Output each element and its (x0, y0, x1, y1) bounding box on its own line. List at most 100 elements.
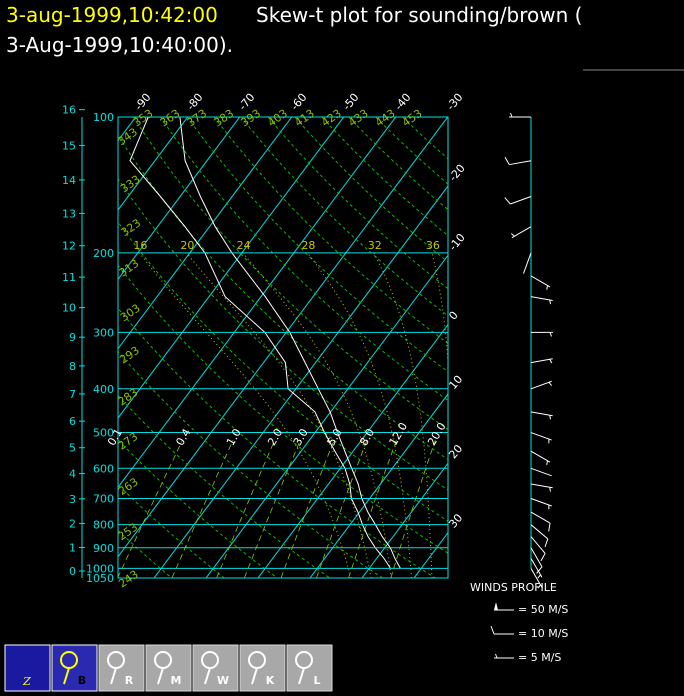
wind-barb (530, 275, 551, 290)
barb-half (537, 574, 541, 579)
wind-barb (530, 483, 553, 492)
altitude-label: 15 (62, 139, 76, 152)
moist-adiabat (139, 252, 352, 578)
wind-legend-label: = 5 M/S (518, 651, 561, 664)
barb-half (546, 285, 548, 290)
title-time: 3-aug-1999,10:42:00 (6, 3, 218, 27)
plot-frame (117, 116, 449, 579)
altitude-label: 13 (62, 207, 76, 220)
isotherm (257, 323, 448, 578)
altitude-label: 0 (69, 565, 76, 578)
wind-barb (523, 252, 532, 274)
barb-staff (530, 536, 546, 554)
mixing-ratio-line (118, 440, 183, 578)
button-label: B (78, 674, 86, 687)
toolbar-button[interactable]: B (51, 644, 98, 692)
dry-adiabat (240, 117, 448, 317)
isotherm (153, 185, 448, 578)
wind-barb (494, 653, 514, 659)
mixing-ratio-line (390, 440, 436, 578)
barb-full (536, 566, 543, 574)
button-icon (298, 667, 305, 685)
isotherm (118, 117, 345, 419)
toolbar-button[interactable]: Z (4, 644, 51, 692)
altitude-label: 9 (69, 331, 76, 344)
moist-adiabat-label: 24 (237, 239, 251, 252)
button-icon (204, 667, 211, 685)
toolbar-button[interactable]: L (286, 644, 333, 692)
wind-barb (530, 380, 553, 390)
wind-barb (530, 467, 552, 477)
barb-full (490, 625, 495, 635)
wind-barb (530, 296, 553, 305)
isotherm (205, 254, 448, 578)
isotherm (309, 393, 448, 578)
button-label: R (125, 674, 134, 687)
pressure-label: 400 (93, 383, 114, 396)
button-icon (110, 667, 117, 685)
barb-half (537, 584, 541, 589)
isotherm (118, 117, 397, 489)
barb-staff (530, 411, 553, 417)
altitude-label: 3 (69, 493, 76, 506)
wind-profile: WINDS PROFILE = 50 M/S = 10 M/S = 5 M/S (470, 112, 568, 664)
wind-barb (530, 450, 551, 466)
isotherm (118, 117, 293, 350)
mixing-ratio-line (171, 440, 234, 578)
pressure-label: 600 (93, 462, 114, 475)
button-face (239, 644, 286, 692)
mixing-ratio-line (280, 440, 335, 578)
barb-staff (530, 483, 553, 489)
wind-barb (530, 568, 543, 589)
wind-barb (530, 432, 552, 444)
mixing-ratio-line (316, 440, 368, 578)
isotherm (118, 117, 241, 281)
wind-barb (490, 625, 514, 635)
barb-staff (530, 380, 552, 390)
button-face (145, 644, 192, 692)
barb-half (549, 359, 553, 364)
wind-barb (530, 498, 552, 510)
barb-staff (530, 358, 553, 364)
altitude-label: 5 (69, 442, 76, 455)
pressure-label: 1050 (86, 572, 114, 585)
wind-barb (530, 411, 553, 420)
barb-half (546, 460, 548, 466)
button-icon (251, 667, 258, 685)
barb-full (548, 522, 551, 532)
barb-staff (511, 226, 532, 239)
altitude-label: 8 (69, 360, 76, 373)
moist-adiabat (242, 252, 392, 578)
barb-staff (530, 296, 553, 301)
wind-barb (530, 524, 549, 548)
wind-barb (510, 226, 532, 239)
barb-half (549, 415, 551, 420)
toolbar-button[interactable]: R (98, 644, 145, 692)
title: Skew-t plot for sounding/brown ( (256, 3, 582, 27)
dry-adiabat (118, 439, 278, 578)
dry-adiabat (118, 394, 331, 578)
button-face (98, 644, 145, 692)
dry-adiabat (118, 264, 448, 554)
barb-half (549, 299, 551, 305)
button-label: M (171, 674, 182, 687)
toolbar-button[interactable]: M (145, 644, 192, 692)
toolbar-button[interactable]: W (192, 644, 239, 692)
barb-pennant (494, 602, 498, 610)
altitude-label: 10 (62, 302, 76, 315)
pressure-label: 100 (93, 111, 114, 124)
toolbar-button[interactable]: K (239, 644, 286, 692)
mixing-ratio-line (216, 440, 275, 578)
barb-half (510, 233, 515, 237)
button-face (4, 644, 51, 692)
moist-adiabat-label: 20 (180, 239, 194, 252)
wind-barb (530, 558, 543, 579)
moist-adiabat (307, 252, 413, 578)
button-icon (63, 667, 70, 685)
barb-staff (530, 275, 551, 288)
isotherm (118, 117, 189, 211)
barb-staff (530, 524, 549, 540)
wind-barb (530, 536, 546, 562)
